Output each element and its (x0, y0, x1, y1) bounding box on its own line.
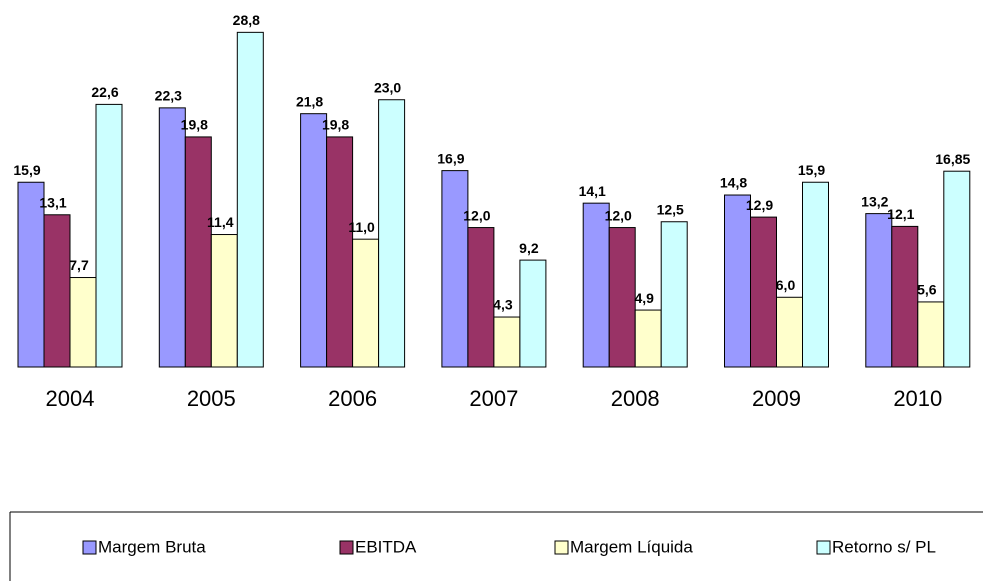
bar (43, 214, 71, 368)
bar (724, 194, 751, 368)
bar (891, 225, 919, 368)
data-label: 28,8 (233, 12, 260, 28)
data-label: 22,6 (91, 84, 118, 100)
data-label: 22,3 (155, 88, 182, 104)
data-label: 21,8 (296, 93, 323, 109)
data-label: 11,0 (348, 219, 375, 235)
bar (184, 136, 212, 368)
bar (582, 202, 610, 368)
x-tick-label: 2004 (46, 386, 95, 411)
data-label: 16,9 (437, 150, 464, 166)
legend-label: Retorno s/ PL (832, 537, 936, 556)
data-label: 7,7 (69, 257, 89, 273)
bar (802, 181, 829, 368)
bar (95, 103, 123, 368)
x-tick-label: 2010 (893, 386, 942, 411)
bar (441, 170, 469, 368)
data-label: 19,8 (181, 117, 208, 133)
x-tick-label: 2008 (611, 386, 660, 411)
data-label: 12,5 (657, 201, 684, 217)
data-label: 14,1 (579, 183, 606, 199)
data-label: 4,3 (493, 297, 513, 313)
bar (326, 136, 354, 368)
legend-label: Margem Bruta (98, 537, 206, 556)
data-label: 9,2 (519, 240, 539, 256)
bar (493, 316, 521, 368)
data-label: 16,85 (935, 151, 970, 167)
bar (608, 227, 636, 368)
bar (519, 259, 547, 368)
data-label: 19,8 (322, 117, 349, 133)
bar (467, 227, 495, 368)
x-tick-label: 2007 (469, 386, 518, 411)
data-label: 6,0 (776, 277, 796, 293)
data-label: 15,9 (798, 162, 825, 178)
data-label: 23,0 (374, 79, 401, 95)
bar (352, 238, 380, 368)
data-label: 14,8 (720, 175, 747, 191)
data-label: 5,6 (917, 282, 937, 298)
data-label: 12,0 (463, 207, 490, 223)
bar (300, 113, 328, 368)
bar (210, 234, 238, 368)
data-label: 11,4 (207, 214, 234, 230)
bar (776, 296, 803, 368)
bar (750, 216, 777, 368)
legend-swatch (816, 540, 831, 555)
legend-label: EBITDA (355, 537, 417, 556)
bar (634, 309, 662, 368)
legend-box (9, 511, 983, 581)
bar (660, 221, 688, 368)
bar (917, 301, 945, 368)
data-label: 12,9 (746, 197, 773, 213)
data-label: 13,2 (861, 193, 888, 209)
data-label: 13,1 (39, 194, 66, 210)
data-label: 12,1 (887, 206, 914, 222)
data-label: 4,9 (634, 290, 654, 306)
data-label: 15,9 (13, 162, 40, 178)
bar (236, 31, 264, 368)
bar (378, 99, 406, 368)
bar (865, 213, 893, 368)
x-tick-label: 2009 (752, 386, 801, 411)
data-label: 12,0 (605, 207, 632, 223)
legend-swatch (82, 540, 97, 555)
bar (158, 107, 186, 368)
x-tick-label: 2006 (328, 386, 377, 411)
bar (17, 181, 45, 368)
bar (943, 170, 971, 368)
x-tick-label: 2005 (187, 386, 236, 411)
legend-swatch (339, 540, 354, 555)
legend-swatch (554, 540, 569, 555)
bar (69, 277, 97, 368)
legend-label: Margem Líquida (570, 537, 693, 556)
